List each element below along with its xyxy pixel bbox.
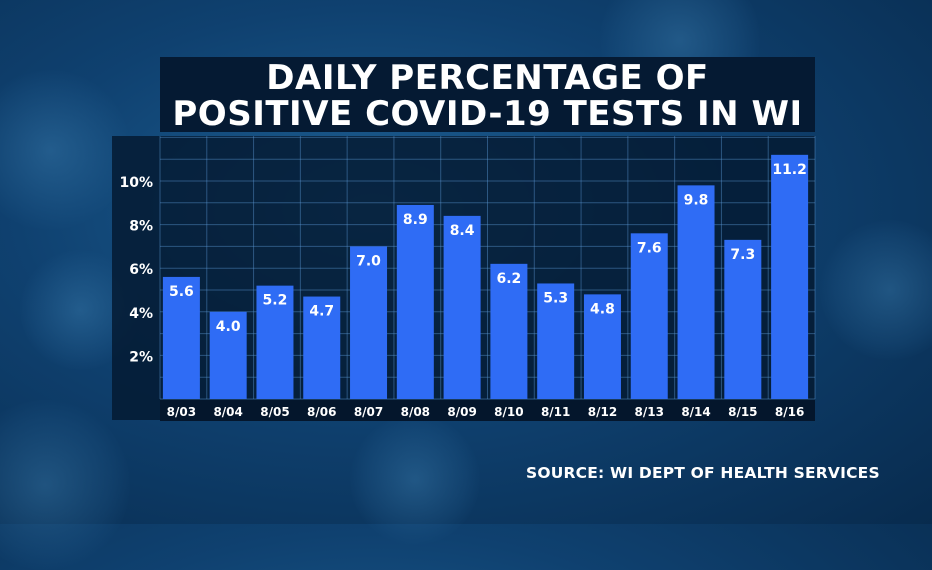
chart-title-line-2: POSITIVE COVID-19 TESTS IN WI	[172, 94, 803, 134]
x-tick-label: 8/04	[213, 405, 242, 419]
bar	[537, 283, 575, 399]
bar-value-label: 4.0	[216, 319, 241, 335]
bar-value-label: 7.0	[356, 253, 381, 269]
bar-value-label: 8.4	[450, 223, 475, 239]
source-text: SOURCE: WI DEPT OF HEALTH SERVICES	[526, 464, 880, 482]
bar-value-label: 8.9	[403, 212, 428, 228]
bar	[771, 154, 809, 399]
x-tick-label: 8/06	[307, 405, 336, 419]
x-tick-label: 8/09	[447, 405, 476, 419]
bar	[350, 246, 388, 399]
virus-background-decoration	[820, 220, 932, 360]
bar-chart: 2% 4% 6% 8% 10% 5.6 8/03 4.0 8/04 5.2 8/05 4.7 8/06 7…	[119, 136, 816, 419]
bar	[490, 263, 528, 399]
x-tick-label: 8/10	[494, 405, 523, 419]
bar	[583, 294, 621, 399]
bar-value-label: 7.3	[730, 247, 755, 263]
x-tick-label: 8/12	[588, 405, 617, 419]
bar	[396, 204, 434, 399]
x-tick-label: 8/07	[354, 405, 383, 419]
y-tick-label: 6%	[129, 262, 153, 278]
x-tick-label: 8/03	[167, 405, 196, 419]
bar-value-label: 7.6	[637, 240, 662, 256]
bar-value-label: 4.8	[590, 301, 615, 317]
bar	[677, 185, 715, 399]
bar	[443, 215, 481, 399]
bar-value-label: 6.2	[496, 271, 521, 287]
bar	[162, 276, 200, 399]
y-tick-label: 8%	[129, 219, 153, 235]
virus-background-decoration	[350, 415, 480, 545]
x-tick-label: 8/08	[401, 405, 430, 419]
virus-background-decoration	[0, 70, 130, 230]
x-tick-label: 8/11	[541, 405, 570, 419]
x-axis-strip	[160, 400, 815, 421]
chart-title-line-1: DAILY PERCENTAGE OF	[266, 58, 709, 98]
y-tick-label: 10%	[119, 175, 153, 191]
bar	[256, 285, 294, 399]
bar	[630, 233, 668, 399]
bar	[209, 311, 247, 399]
x-tick-label: 8/05	[260, 405, 289, 419]
bar-value-label: 11.2	[772, 162, 807, 178]
bar-value-label: 4.7	[309, 304, 334, 320]
x-tick-label: 8/14	[681, 405, 710, 419]
bar	[724, 239, 762, 399]
x-tick-label: 8/16	[775, 405, 804, 419]
bar	[303, 296, 341, 399]
chart-title: DAILY PERCENTAGE OF POSITIVE COVID-19 TE…	[160, 57, 815, 132]
bar-value-label: 5.2	[263, 293, 288, 309]
bar-value-label: 5.3	[543, 290, 568, 306]
x-tick-label: 8/13	[635, 405, 664, 419]
x-tick-label: 8/15	[728, 405, 757, 419]
y-tick-label: 4%	[129, 306, 153, 322]
bar-value-label: 5.6	[169, 284, 194, 300]
bar-value-label: 9.8	[684, 192, 709, 208]
y-tick-label: 2%	[129, 349, 153, 365]
